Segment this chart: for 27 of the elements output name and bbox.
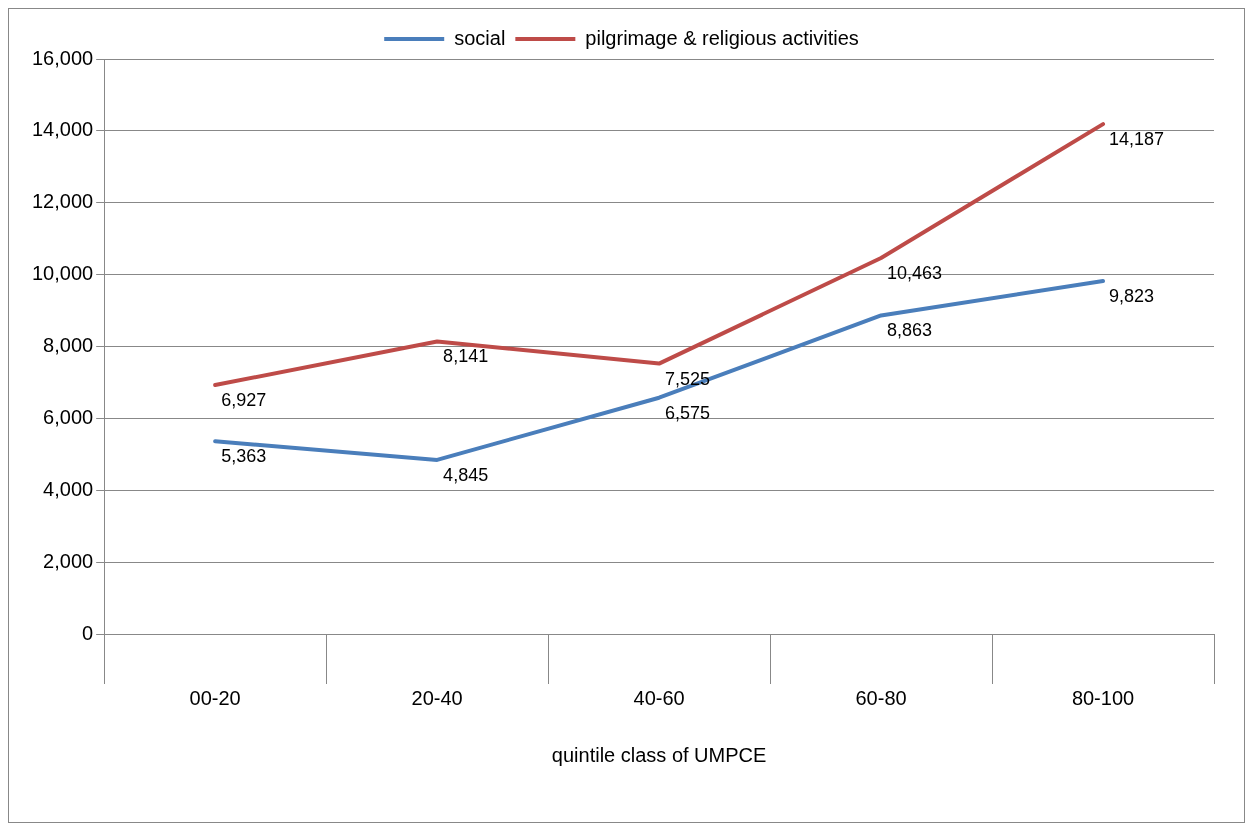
legend-label: social [454,26,506,49]
data-label: 14,187 [1109,129,1165,150]
data-label: 5,363 [221,446,267,467]
data-label: 9,823 [1109,285,1155,306]
x-tick-label: 40-60 [633,686,685,709]
y-tick-label: 4,000 [43,477,94,500]
x-tick-label: 60-80 [855,686,907,709]
data-label: 7,525 [665,368,711,389]
y-tick-label: 12,000 [32,190,94,213]
y-tick-label: 10,000 [32,262,94,285]
x-tick-label: 00-20 [189,686,241,709]
data-label: 8,863 [887,320,933,341]
x-tick-label: 20-40 [411,686,463,709]
y-tick-label: 6,000 [43,405,94,428]
legend-label: pilgrimage & religious activities [585,26,859,49]
y-tick-label: 14,000 [32,118,94,141]
data-label: 8,141 [443,346,489,367]
x-tick-label: 80-100 [1071,686,1135,709]
data-label: 4,845 [443,464,489,485]
data-label: 10,463 [887,262,943,283]
data-label: 6,575 [665,402,711,423]
y-tick-label: 16,000 [32,46,94,69]
x-axis-title: quintile class of UMPCE [551,743,767,766]
y-tick-label: 8,000 [43,334,94,357]
data-label: 6,927 [221,390,267,411]
y-tick-label: 2,000 [43,549,94,572]
y-tick-label: 0 [82,621,94,644]
